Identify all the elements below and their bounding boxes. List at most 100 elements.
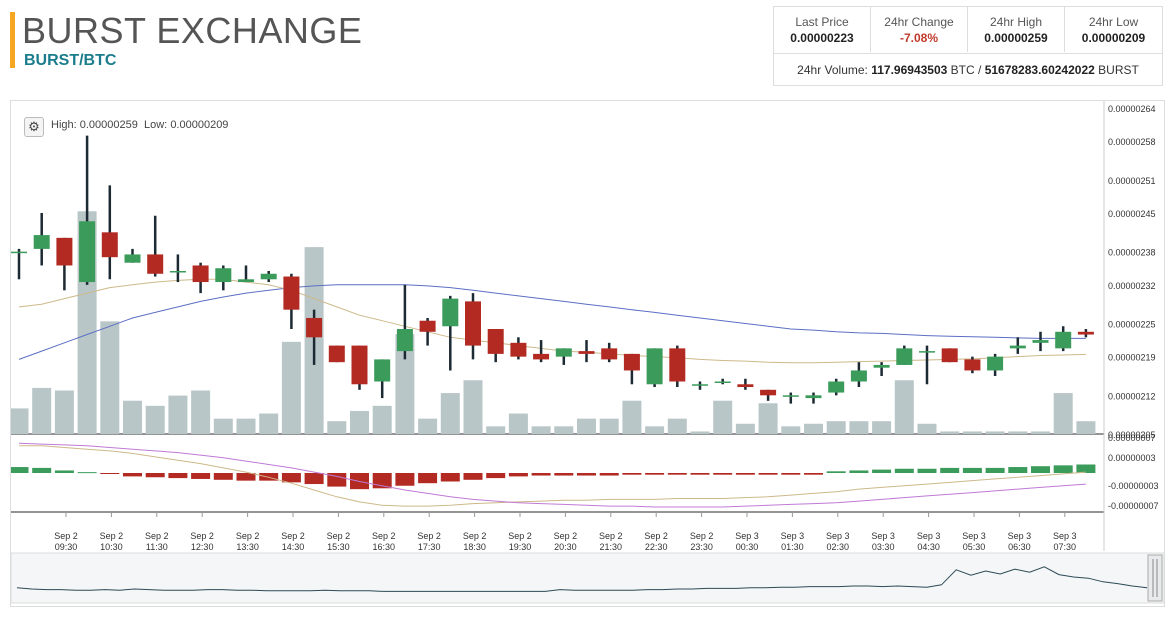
candle-body xyxy=(1032,340,1049,343)
macd-histogram-bar xyxy=(1076,464,1096,473)
macd-histogram-bar xyxy=(236,473,256,481)
macd-histogram-bar xyxy=(1031,466,1050,473)
macd-histogram-bar xyxy=(54,470,74,473)
x-tick-label-time: 20:30 xyxy=(554,542,577,552)
macd-histogram-bar xyxy=(463,473,483,480)
volume-bar xyxy=(350,410,369,434)
x-tick-label-date: Sep 3 xyxy=(871,531,895,541)
candle-body xyxy=(555,348,572,357)
x-tick-label-date: Sep 2 xyxy=(281,531,305,541)
volume-bar xyxy=(54,390,74,434)
candle-body xyxy=(873,364,890,368)
candle-body xyxy=(147,254,164,274)
volume-bar xyxy=(985,431,1005,434)
x-tick-label-date: Sep 2 xyxy=(327,531,351,541)
candle-body xyxy=(1009,345,1026,349)
volume-bar xyxy=(962,431,982,434)
volume-label: 24hr Volume: xyxy=(797,63,868,77)
x-tick-label-date: Sep 3 xyxy=(1008,531,1032,541)
x-tick-label-time: 18:30 xyxy=(463,542,486,552)
x-tick-label-time: 19:30 xyxy=(509,542,532,552)
stat-value: -7.08% xyxy=(899,31,939,45)
volume-bar xyxy=(213,418,233,434)
volume-bar xyxy=(1008,431,1028,434)
volume-burst: 51678283.60242022 xyxy=(984,63,1095,77)
gear-icon[interactable]: ⚙ xyxy=(24,117,44,137)
volume-bar xyxy=(622,400,642,434)
macd-histogram-bar xyxy=(985,467,1005,473)
macd-histogram-bar xyxy=(327,473,347,487)
x-tick-label-date: Sep 2 xyxy=(690,531,714,541)
candle-body xyxy=(238,279,254,283)
volume-bar xyxy=(781,426,801,434)
x-tick-label-time: 05:30 xyxy=(963,542,986,552)
candle-body xyxy=(987,356,1004,371)
price-chart[interactable]: 0.00000264 0.00000258 0.00000251 0.00000245… xyxy=(11,101,1164,606)
x-tick-label-time: 15:30 xyxy=(327,542,350,552)
candle-body xyxy=(328,345,345,363)
price-tick-label: 0.00000232 xyxy=(1108,281,1156,291)
x-tick-label-date: Sep 2 xyxy=(508,531,532,541)
x-tick-label-time: 10:30 xyxy=(100,542,123,552)
candle-body xyxy=(828,381,845,393)
volume-24hr: 24hr Volume: 117.96943503 BTC / 51678283… xyxy=(774,53,1162,86)
x-tick-label-date: Sep 3 xyxy=(917,531,941,541)
x-tick-label-date: Sep 3 xyxy=(826,531,850,541)
x-tick-label-date: Sep 2 xyxy=(145,531,169,541)
macd-histogram-bar xyxy=(1008,467,1028,473)
candle-body xyxy=(805,395,822,399)
macd-histogram-bar xyxy=(849,470,869,473)
macd-tick-label: -0.00000003 xyxy=(1108,481,1159,491)
volume-bar xyxy=(735,423,755,434)
high-label: High: xyxy=(51,119,77,131)
macd-histogram-bar xyxy=(213,473,233,480)
x-tick-label-date: Sep 3 xyxy=(962,531,986,541)
macd-histogram-bar xyxy=(168,473,188,479)
candle-body xyxy=(260,273,277,280)
stat-value: 0.00000223 xyxy=(790,31,854,45)
chart-container[interactable]: 0.00000264 0.00000258 0.00000251 0.00000245… xyxy=(10,100,1165,607)
candle-body xyxy=(896,348,913,365)
x-tick-label-time: 07:30 xyxy=(1054,542,1077,552)
macd-histogram-bar xyxy=(826,471,846,473)
candle-body xyxy=(56,237,73,266)
candle-body xyxy=(169,271,186,273)
candle-body xyxy=(419,320,436,332)
price-tick-label: 0.00000219 xyxy=(1108,353,1156,363)
volume-bar xyxy=(804,423,823,434)
price-tick-label: 0.00000258 xyxy=(1108,137,1156,147)
volume-bar xyxy=(1076,421,1096,434)
volume-bar xyxy=(486,426,506,434)
x-tick-label-date: Sep 2 xyxy=(190,531,214,541)
volume-bar xyxy=(667,418,687,434)
candle-body xyxy=(760,389,777,396)
macd-histogram-bar xyxy=(690,473,710,475)
candle-body xyxy=(487,329,504,354)
candle-body xyxy=(283,276,300,310)
navigator-line xyxy=(16,566,1148,592)
stat-label: Last Price xyxy=(795,15,849,29)
candle-body xyxy=(941,348,958,363)
candle-body xyxy=(33,235,50,249)
volume-bar xyxy=(11,408,29,434)
macd-histogram-bar xyxy=(917,468,937,473)
macd-histogram-bar xyxy=(418,473,438,484)
macd-histogram-bar xyxy=(395,473,415,486)
volume-bar xyxy=(690,431,710,434)
x-tick-label-time: 04:30 xyxy=(917,542,940,552)
macd-histogram-bar xyxy=(962,467,982,473)
volume-bar xyxy=(917,423,937,434)
price-tick-label: 0.00000225 xyxy=(1108,319,1156,329)
x-tick-label-time: 16:30 xyxy=(373,542,396,552)
page-title: BURST EXCHANGE xyxy=(22,10,363,51)
x-tick-label-time: 13:30 xyxy=(236,542,259,552)
macd-line xyxy=(19,445,1086,507)
macd-histogram-bar xyxy=(11,467,29,473)
volume-bar xyxy=(872,421,892,434)
price-tick-label: 0.00000245 xyxy=(1108,209,1156,219)
x-tick-label-date: Sep 2 xyxy=(644,531,668,541)
candle-body xyxy=(782,395,799,397)
volume-bar xyxy=(440,393,460,434)
x-tick-label-time: 00:30 xyxy=(736,542,759,552)
macd-histogram-bar xyxy=(32,467,52,473)
